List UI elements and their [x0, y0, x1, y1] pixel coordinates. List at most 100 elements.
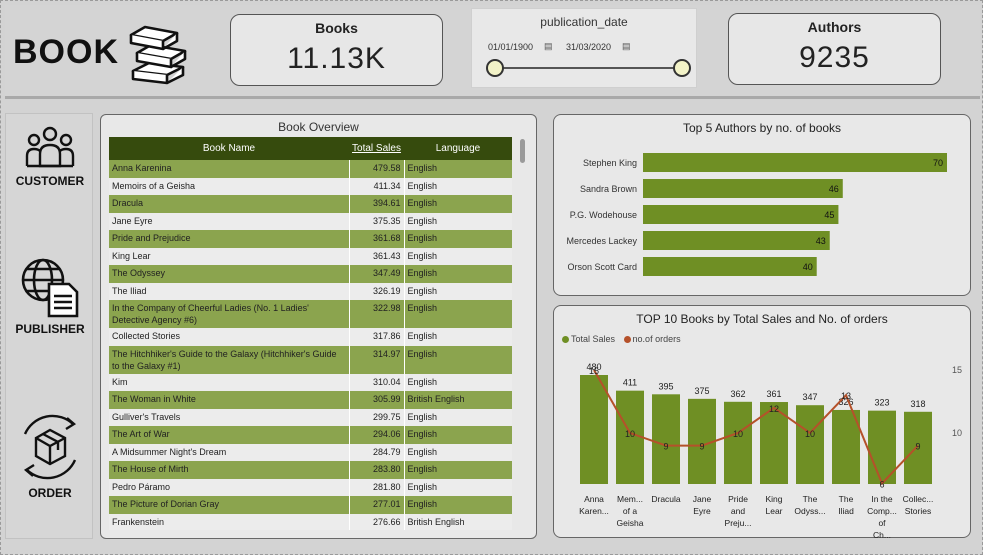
table-row[interactable]: The House of Mirth 283.80 English — [109, 461, 512, 479]
book-overview-card: Book Overview Book Name Total Sales Lang… — [100, 114, 537, 539]
table-row[interactable]: In the Company of Cheerful Ladies (No. 1… — [109, 300, 512, 328]
cell-book-name: In the Company of Cheerful Ladies (No. 1… — [109, 300, 349, 328]
table-row[interactable]: The Art of War 294.06 English — [109, 426, 512, 444]
table-scrollbar[interactable] — [519, 139, 526, 526]
cell-total-sales: 322.98 — [348, 300, 405, 328]
category-label-line: Eyre — [693, 506, 711, 516]
sales-bar — [796, 405, 824, 484]
orders-value-label: 13 — [841, 391, 851, 401]
table-row[interactable]: Pride and Prejudice 361.68 English — [109, 230, 512, 248]
sales-bar — [580, 375, 608, 484]
cell-total-sales: 294.06 — [348, 426, 405, 444]
calendar-icon[interactable]: ▤ — [622, 41, 631, 51]
sales-bar — [652, 394, 680, 484]
table-row[interactable]: A Midsummer Night's Dream 284.79 English — [109, 443, 512, 461]
table-row[interactable]: Jane Eyre 375.35 English — [109, 212, 512, 230]
slicer-start-handle[interactable] — [486, 59, 504, 77]
legend-label-total-sales: Total Sales — [571, 334, 616, 344]
nav-customer-label: CUSTOMER — [15, 174, 85, 188]
category-label-line: Collec... — [903, 494, 934, 504]
calendar-icon[interactable]: ▤ — [544, 41, 553, 51]
orders-value-label: 12 — [769, 404, 779, 414]
category-label-line: Anna — [584, 494, 604, 504]
category-label-line: Dracula — [651, 494, 681, 504]
book-overview-title: Book Overview — [278, 120, 359, 134]
slicer-track — [494, 67, 682, 69]
cell-total-sales: 276.66 — [348, 513, 405, 530]
author-label: Sandra Brown — [580, 184, 637, 194]
slicer-end-date[interactable]: 31/03/2020 — [566, 42, 612, 52]
y2-tick-label: 15 — [952, 365, 962, 375]
globe-document-icon — [21, 258, 79, 318]
kpi-authors-label: Authors — [807, 19, 862, 35]
kpi-authors-value: 9235 — [799, 41, 870, 74]
scrollbar-thumb[interactable] — [520, 139, 525, 163]
table-row[interactable]: Gulliver's Travels 299.75 English — [109, 408, 512, 426]
table-row[interactable]: Pedro Páramo 281.80 English — [109, 478, 512, 496]
table-row[interactable]: Anna Karenina 479.58 English — [109, 160, 512, 178]
category-label-line: In the — [871, 494, 893, 504]
book-overview-table[interactable]: Book Name Total Sales Language Anna Kare… — [109, 137, 512, 530]
table-row[interactable]: Collected Stories 317.86 English — [109, 328, 512, 346]
table-row[interactable]: The Iliad 326.19 English — [109, 282, 512, 300]
orders-value-label: 10 — [805, 429, 815, 439]
table-row[interactable]: King Lear 361.43 English — [109, 247, 512, 265]
cell-language: English — [404, 195, 512, 213]
sales-value-label: 411 — [623, 378, 637, 388]
table-row[interactable]: The Hitchhiker's Guide to the Galaxy (Hi… — [109, 345, 512, 374]
author-bar — [643, 257, 817, 276]
category-label-line: Stories — [905, 506, 931, 516]
top10-books-chart: TOP 10 Books by Total Sales and No. of o… — [553, 305, 971, 538]
category-label-line: Odyss... — [794, 506, 825, 516]
top10-title: TOP 10 Books by Total Sales and No. of o… — [636, 312, 888, 326]
cell-language: English — [404, 160, 512, 178]
table-row[interactable]: Kim 310.04 English — [109, 373, 512, 391]
cell-book-name: Gulliver's Travels — [109, 408, 349, 426]
slicer-end-handle[interactable] — [673, 59, 691, 77]
cell-language: English — [404, 282, 512, 300]
column-header-total-sales[interactable]: Total Sales — [349, 137, 404, 160]
cell-book-name: Pedro Páramo — [109, 478, 349, 496]
author-bar-value: 40 — [803, 262, 813, 272]
nav-order-label: ORDER — [28, 486, 72, 500]
nav-publisher[interactable]: PUBLISHER — [6, 254, 94, 336]
author-label: P.G. Wodehouse — [570, 210, 637, 220]
cell-book-name: The Art of War — [109, 426, 349, 444]
category-label: Jane Eyre — [693, 494, 712, 516]
brand-title: BOOK — [13, 33, 119, 71]
cell-language: English — [404, 496, 512, 514]
category-label-line: Geisha — [617, 518, 644, 528]
author-label: Mercedes Lackey — [566, 236, 637, 246]
slicer-title: publication_date — [540, 15, 628, 29]
category-label-line: Ch... — [873, 530, 891, 538]
cell-total-sales: 283.80 — [348, 461, 405, 479]
kpi-books-value: 11.13K — [287, 42, 386, 75]
nav-order[interactable]: ORDER — [6, 410, 94, 500]
cell-book-name: Dracula — [109, 195, 349, 213]
table-row[interactable]: Frankenstein 276.66 British English — [109, 513, 512, 530]
legend-item-total-sales[interactable]: Total Sales — [562, 334, 615, 344]
slicer-start-date[interactable]: 01/01/1900 — [488, 42, 534, 52]
legend-item-orders[interactable]: no.of orders — [623, 334, 681, 344]
table-row[interactable]: Dracula 394.61 English — [109, 195, 512, 213]
column-header-language[interactable]: Language — [404, 137, 512, 160]
publication-date-slicer[interactable]: publication_date 01/01/1900 ▤ 31/03/2020… — [471, 8, 697, 88]
cell-total-sales: 277.01 — [348, 496, 405, 514]
cell-book-name: The Odyssey — [109, 265, 349, 283]
table-row[interactable]: The Picture of Dorian Gray 277.01 English — [109, 496, 512, 514]
author-bar-value: 70 — [933, 158, 943, 168]
column-header-book-name[interactable]: Book Name — [109, 137, 349, 160]
y2-tick-label: 10 — [952, 428, 962, 438]
table-row[interactable]: The Odyssey 347.49 English — [109, 265, 512, 283]
table-row[interactable]: The Woman in White 305.99 British English — [109, 391, 512, 409]
nav-customer[interactable]: CUSTOMER — [6, 124, 94, 188]
kpi-card-authors: Authors 9235 — [728, 13, 941, 85]
cell-total-sales: 305.99 — [348, 391, 405, 409]
author-bar — [643, 153, 947, 172]
table-row[interactable]: Memoirs of a Geisha 411.34 English — [109, 177, 512, 195]
category-label-line: Mem... — [617, 494, 643, 504]
cell-language: English — [404, 212, 512, 230]
header-bar: BOOK Books 11.13K publication_date 01/01… — [5, 5, 980, 99]
cell-total-sales: 326.19 — [348, 282, 405, 300]
kpi-card-books: Books 11.13K — [230, 14, 443, 86]
